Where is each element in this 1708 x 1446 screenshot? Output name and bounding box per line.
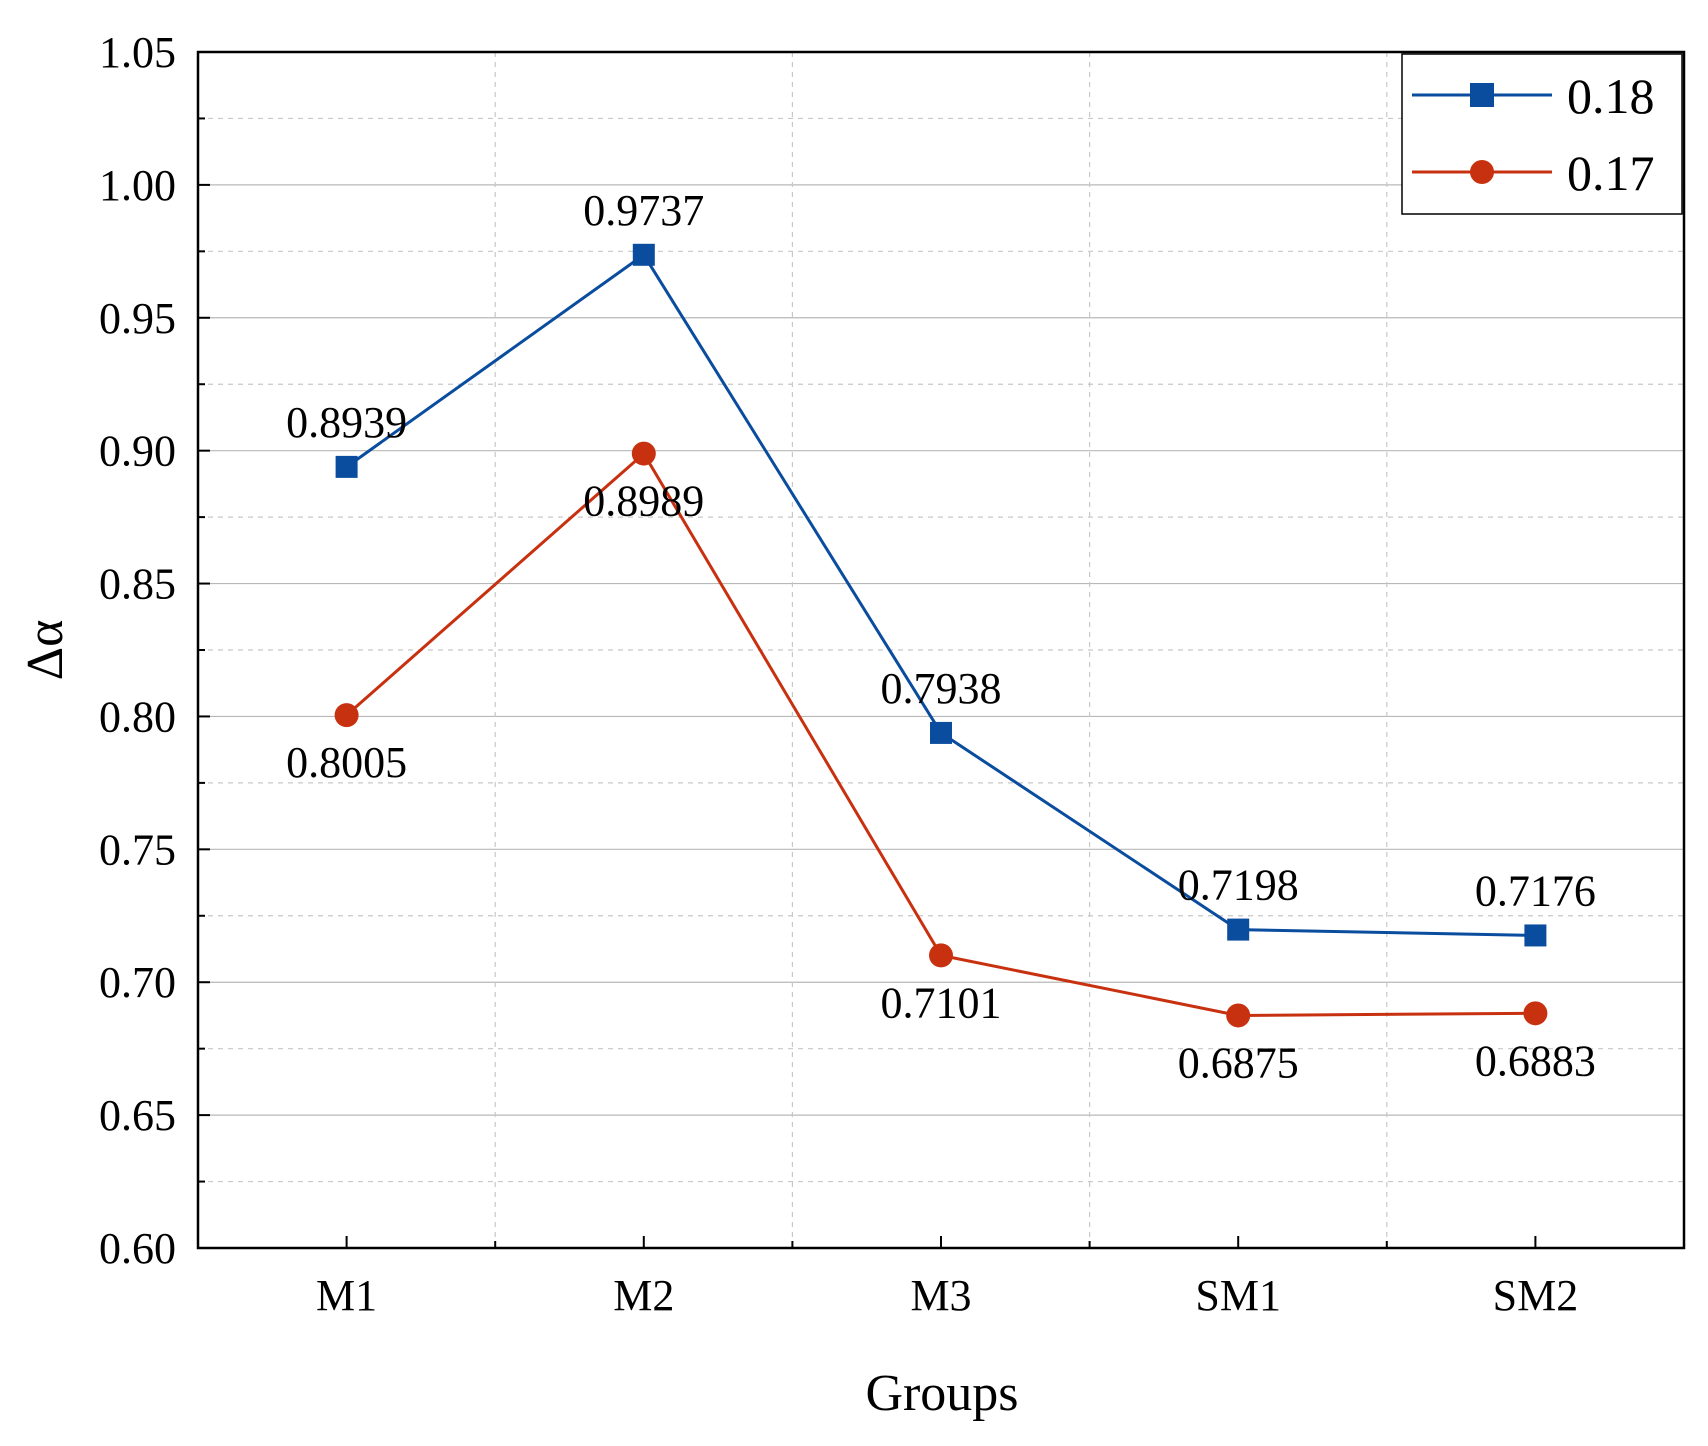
data-point-circle <box>334 703 359 728</box>
data-labels: 0.8939 0.9737 0.7938 0.7198 0.7176 0.8005 0.89… <box>286 186 1596 1088</box>
data-label: 0.8005 <box>286 738 407 787</box>
x-tick-label: SM2 <box>1493 1271 1579 1320</box>
y-tick-label: 0.95 <box>99 294 176 343</box>
data-point-square <box>930 721 952 744</box>
legend-marker-0-17 <box>1470 160 1494 184</box>
data-point-circle <box>929 943 953 968</box>
y-tick-label: 0.60 <box>99 1224 176 1273</box>
data-point-circle <box>1226 1003 1251 1028</box>
ticks: 0.60 0.65 0.70 0.75 0.80 0.85 0.90 0.95 1.00 1.05… <box>99 28 1578 1320</box>
legend-label-0-17: 0.17 <box>1567 145 1655 201</box>
legend-box <box>1401 53 1683 215</box>
x-tick-label: SM1 <box>1195 1271 1281 1320</box>
data-point-square <box>335 455 358 478</box>
data-label: 0.7176 <box>1475 866 1596 915</box>
series <box>334 243 1548 1028</box>
y-tick-label: 1.00 <box>99 161 176 210</box>
data-label: 0.7101 <box>881 978 1002 1027</box>
data-label: 0.6875 <box>1178 1038 1299 1087</box>
data-label: 0.7198 <box>1178 861 1299 910</box>
series-line-0-18 <box>345 252 1536 937</box>
data-label: 0.7938 <box>881 664 1002 713</box>
legend-label-0-18: 0.18 <box>1567 68 1655 124</box>
legend-marker-0-18 <box>1470 83 1494 107</box>
y-tick-label: 0.90 <box>99 427 176 476</box>
y-tick-label: 0.75 <box>99 825 176 874</box>
x-tick-label: M1 <box>316 1271 377 1320</box>
legend: 0.18 0.17 <box>1401 53 1683 215</box>
y-axis-title: Δα <box>17 620 74 681</box>
data-label: 0.9737 <box>583 186 704 235</box>
data-point-circle <box>631 441 656 466</box>
data-label: 0.8939 <box>286 398 407 447</box>
data-point-square <box>1227 918 1250 941</box>
x-tick-label: M2 <box>613 1271 674 1320</box>
grid <box>198 52 1684 1248</box>
x-axis-title: Groups <box>865 1365 1018 1422</box>
y-tick-label: 0.65 <box>99 1091 176 1140</box>
data-label: 0.6883 <box>1475 1036 1596 1085</box>
data-point-circle <box>1523 1001 1548 1026</box>
y-tick-label: 0.70 <box>99 958 176 1007</box>
data-point-square <box>632 243 655 266</box>
data-label: 0.8989 <box>583 477 704 526</box>
x-tick-label: M3 <box>910 1271 971 1320</box>
data-point-square <box>1524 924 1547 947</box>
y-tick-label: 1.05 <box>99 28 176 77</box>
y-tick-label: 0.85 <box>99 560 176 609</box>
y-tick-label: 0.80 <box>99 692 176 741</box>
